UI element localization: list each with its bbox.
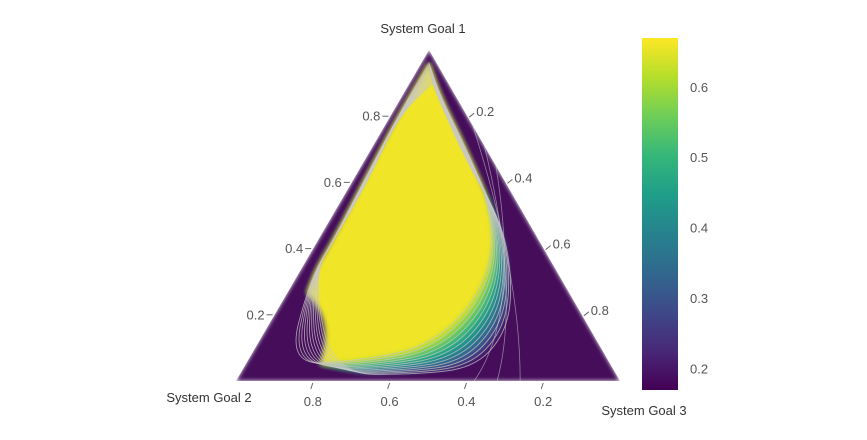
contour-line <box>473 165 505 381</box>
axis-title-system-goal-1: System Goal 1 <box>380 21 465 36</box>
contour-line <box>295 62 492 364</box>
colorbar: 0.2 0.3 0.4 0.5 0.6 <box>642 38 708 390</box>
axis-a-tick-label: 0.2 <box>247 307 265 322</box>
colorbar-tick-label: 0.2 <box>690 361 708 376</box>
axis-title-system-goal-2: System Goal 2 <box>166 390 251 405</box>
colorbar-ticks: 0.2 0.3 0.4 0.5 0.6 <box>690 80 708 377</box>
colorbar-tick-label: 0.5 <box>690 150 708 165</box>
axis-a-tick-label: 0.8 <box>362 109 380 124</box>
axis-b-tick <box>540 382 544 390</box>
axis-c-tick-label: 0.2 <box>476 104 494 119</box>
axis-b-tick <box>387 382 391 390</box>
contour-plot-area <box>236 50 620 381</box>
axis-b-tick-label: 0.8 <box>304 394 322 409</box>
colorbar-gradient <box>642 38 678 390</box>
contour-line <box>472 126 521 381</box>
axis-c-tick-label: 0.8 <box>591 303 609 318</box>
ternary-ticks: 0.2 0.4 0.6 0.8 0.2 0.4 0.6 0.8 0.2 0.4 0.6 0.8 <box>247 104 609 409</box>
axis-b-tick-label: 0.6 <box>381 394 399 409</box>
axis-a-tick-label: 0.6 <box>324 175 342 190</box>
contour-fill <box>236 50 620 381</box>
axis-c-tick <box>545 245 551 250</box>
axis-b-tick-label: 0.2 <box>534 394 552 409</box>
contour-band <box>296 63 492 363</box>
colorbar-tick-label: 0.3 <box>690 291 708 306</box>
axis-title-system-goal-3: System Goal 3 <box>601 403 686 418</box>
contour-lines <box>295 62 521 381</box>
axis-a-tick-label: 0.4 <box>285 241 303 256</box>
axis-b-tick <box>310 382 314 390</box>
axis-b-tick-label: 0.4 <box>457 394 475 409</box>
axis-c-tick-label: 0.6 <box>553 237 571 252</box>
axis-c-tick <box>468 112 475 118</box>
axis-c-tick <box>507 179 513 184</box>
axis-b-tick <box>463 382 467 390</box>
colorbar-tick-label: 0.6 <box>690 80 708 95</box>
colorbar-tick-label: 0.4 <box>690 221 708 236</box>
axis-c-tick-label: 0.4 <box>514 170 532 185</box>
axis-c-tick <box>583 311 590 317</box>
contour-line <box>484 145 507 381</box>
